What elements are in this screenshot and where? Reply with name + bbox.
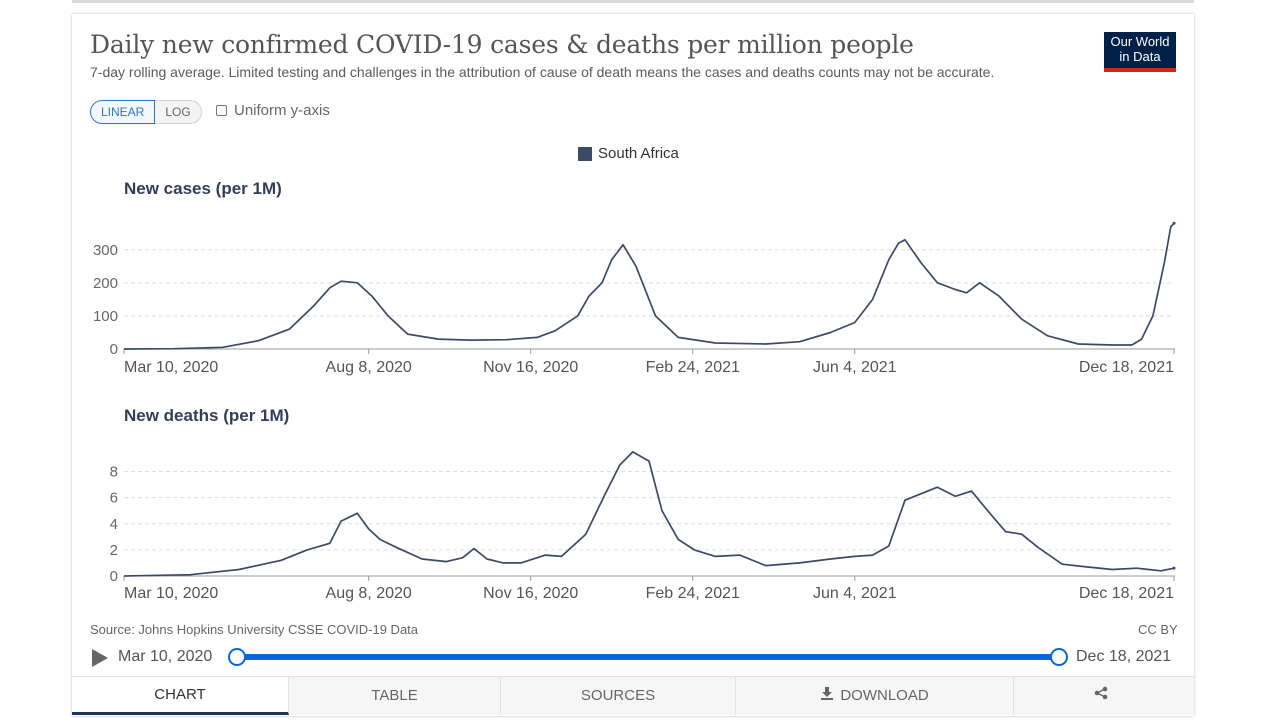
log-button[interactable]: LOG [155,100,202,124]
y-tick-label: 2 [110,542,118,559]
panel-title: New cases (per 1M) [124,179,282,198]
source-note[interactable]: Source: Johns Hopkins University CSSE CO… [90,622,419,637]
timeline-start-handle[interactable] [228,648,246,666]
y-tick-label: 200 [93,275,118,292]
y-tick-label: 0 [110,341,118,358]
tab-bar: CHART TABLE SOURCES DOWNLOAD [72,676,1194,717]
y-tick-label: 8 [110,464,118,481]
share-icon [1094,677,1108,715]
license-link[interactable]: CC BY [1138,622,1178,637]
series-end-point [1172,566,1176,570]
series-line-south-africa [123,451,1175,577]
scale-toggle: LINEAR LOG [90,100,202,124]
x-tick-label: Aug 8, 2020 [326,585,412,602]
series-end-point [1172,221,1176,225]
series-line-south-africa [123,222,1175,350]
download-icon [820,677,834,715]
tab-share[interactable] [1014,677,1194,715]
chart-card: Daily new confirmed COVID-19 cases & dea… [72,14,1194,716]
chart-subtitle: 7-day rolling average. Limited testing a… [90,64,995,80]
previous-card-edge [72,0,1194,3]
tab-chart[interactable]: CHART [72,677,289,715]
linear-button[interactable]: LINEAR [90,100,156,124]
x-tick-label: Mar 10, 2020 [124,359,218,376]
owid-logo[interactable]: Our World in Data [1104,32,1176,72]
tab-download-label: DOWNLOAD [840,687,929,704]
timeline-track[interactable] [236,654,1058,660]
tab-sources-label: SOURCES [580,687,656,704]
x-tick-label: Dec 18, 2021 [1079,585,1174,602]
y-tick-label: 6 [110,490,118,507]
timeline-end-label: Dec 18, 2021 [1076,648,1172,665]
legend-swatch [578,146,592,161]
x-tick-label: Aug 8, 2020 [326,359,412,376]
tab-table-label: TABLE [371,687,418,704]
logo-line-2: in Data [1119,49,1161,64]
x-tick-label: Jun 4, 2021 [813,359,897,376]
y-tick-label: 4 [110,516,118,533]
x-tick-label: Dec 18, 2021 [1079,359,1174,376]
x-tick-label: Mar 10, 2020 [124,585,218,602]
y-tick-label: 0 [110,568,118,585]
legend-label: South Africa [598,145,679,162]
timeline-start-label: Mar 10, 2020 [118,648,213,665]
y-tick-label: 300 [93,242,118,259]
tab-download[interactable]: DOWNLOAD [736,677,1014,715]
chart-title: Daily new confirmed COVID-19 cases & dea… [90,30,914,59]
uniform-y-axis-label: Uniform y-axis [234,102,330,119]
logo-line-1: Our World [1110,34,1170,49]
checkbox-icon [216,105,227,116]
x-tick-label: Jun 4, 2021 [813,585,897,602]
tab-sources[interactable]: SOURCES [501,677,736,715]
play-icon[interactable] [92,649,108,667]
x-tick-label: Feb 24, 2021 [646,359,740,376]
timeline: Mar 10, 2020 Dec 18, 2021 [90,644,1180,670]
panel-title: New deaths (per 1M) [124,406,289,425]
tab-chart-label: CHART [154,685,206,703]
uniform-y-axis-checkbox[interactable]: Uniform y-axis [216,102,330,119]
x-tick-label: Nov 16, 2020 [483,585,578,602]
x-tick-label: Nov 16, 2020 [483,359,578,376]
timeline-end-handle[interactable] [1050,648,1068,666]
legend[interactable]: South Africa [578,145,679,162]
x-tick-label: Feb 24, 2021 [646,585,740,602]
y-tick-label: 100 [93,308,118,325]
tab-table[interactable]: TABLE [289,677,501,715]
